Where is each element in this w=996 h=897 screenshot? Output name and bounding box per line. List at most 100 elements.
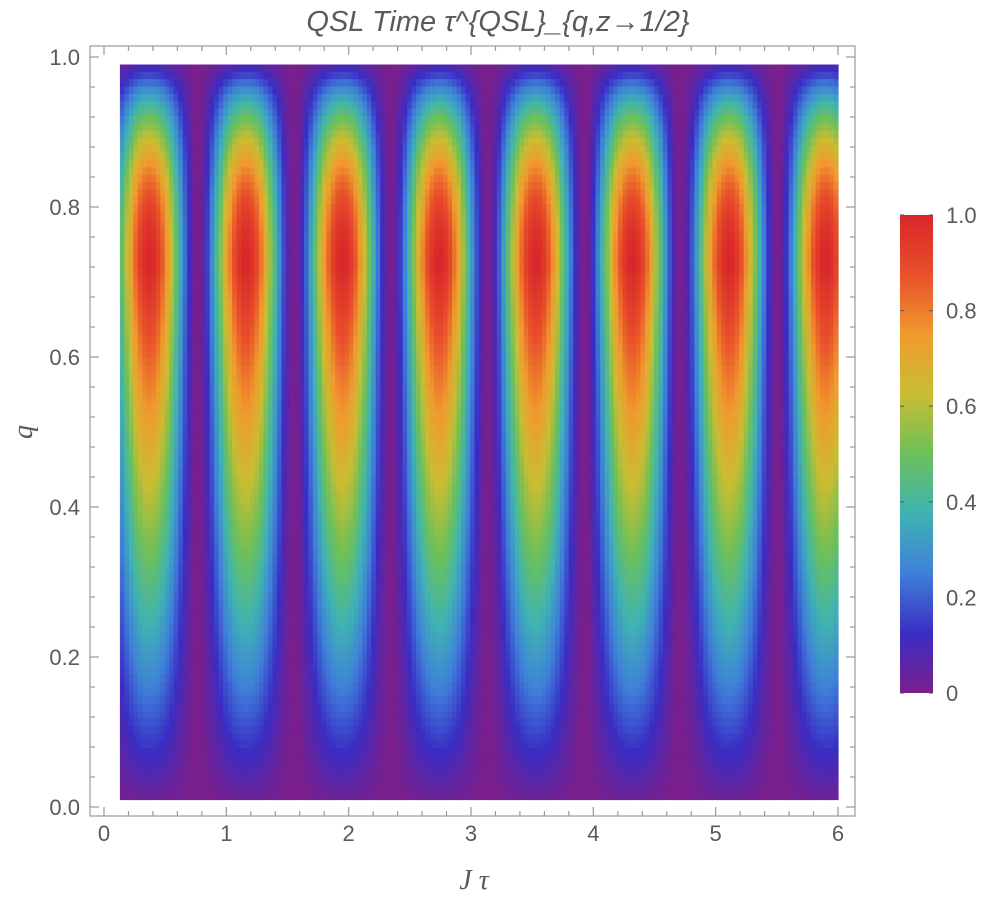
heatmap-cell xyxy=(743,130,749,139)
heatmap-cell xyxy=(281,233,287,242)
heatmap-cell xyxy=(402,86,408,95)
heatmap-cell xyxy=(232,285,238,293)
heatmap-cell xyxy=(205,123,211,132)
heatmap-cell xyxy=(330,196,336,205)
heatmap-cell xyxy=(667,101,673,110)
heatmap-cell xyxy=(290,255,296,264)
heatmap-cell xyxy=(429,167,435,176)
heatmap-cell xyxy=(357,189,363,198)
heatmap-cell xyxy=(613,270,619,279)
heatmap-cell xyxy=(241,123,247,132)
heatmap-cell xyxy=(577,93,583,102)
heatmap-cell xyxy=(155,115,161,124)
heatmap-cell xyxy=(676,248,682,257)
heatmap-cell xyxy=(833,285,839,293)
heatmap-cell xyxy=(510,108,516,117)
heatmap-cell xyxy=(730,71,736,80)
heatmap-cell xyxy=(254,233,260,242)
heatmap-cell xyxy=(591,64,597,73)
heatmap-cell xyxy=(483,218,489,227)
heatmap-cell xyxy=(815,93,821,102)
heatmap-cell xyxy=(775,233,781,242)
heatmap-cell xyxy=(604,167,610,176)
heatmap-cell xyxy=(811,86,817,95)
heatmap-cell xyxy=(541,277,547,286)
heatmap-cell xyxy=(541,233,547,242)
heatmap-cell xyxy=(362,248,368,257)
heatmap-cell xyxy=(582,160,588,168)
heatmap-cell xyxy=(443,204,449,213)
heatmap-cell xyxy=(815,108,821,117)
heatmap-cell xyxy=(492,86,498,95)
heatmap-cell xyxy=(721,285,727,293)
heatmap-cell xyxy=(523,182,529,191)
heatmap-cell xyxy=(133,86,139,95)
heatmap-cell xyxy=(187,233,193,242)
heatmap-cell xyxy=(303,218,310,227)
heatmap-cell xyxy=(613,233,619,242)
heatmap-cell xyxy=(627,285,633,293)
heatmap-cell xyxy=(348,233,354,242)
heatmap-cell xyxy=(703,174,709,183)
heatmap-cell xyxy=(712,101,718,110)
heatmap-cell xyxy=(362,240,368,249)
heatmap-cell xyxy=(712,152,718,161)
heatmap-cell xyxy=(829,160,835,168)
heatmap-cell xyxy=(676,277,682,286)
heatmap-cell xyxy=(680,204,687,213)
heatmap-cell xyxy=(393,130,399,139)
heatmap-cell xyxy=(133,138,139,146)
heatmap-cell xyxy=(748,240,754,249)
heatmap-cell xyxy=(622,248,628,257)
heatmap-cell xyxy=(335,218,341,227)
heatmap-cell xyxy=(492,211,498,220)
heatmap-cell xyxy=(528,270,534,279)
heatmap-cell xyxy=(173,71,179,80)
heatmap-cell xyxy=(784,108,790,117)
heatmap-cell xyxy=(285,277,292,286)
heatmap-cell xyxy=(398,108,404,117)
heatmap-cell xyxy=(743,189,749,198)
heatmap-cell xyxy=(586,204,592,213)
heatmap-cell xyxy=(169,233,175,242)
heatmap-cell xyxy=(761,211,767,220)
heatmap-cell xyxy=(568,285,574,293)
heatmap-cell xyxy=(250,93,256,102)
heatmap-cell xyxy=(478,108,485,117)
heatmap-cell xyxy=(752,86,758,95)
heatmap-cell xyxy=(434,108,440,117)
heatmap-cell xyxy=(411,115,417,124)
heatmap-cell xyxy=(151,189,157,198)
heatmap-cell xyxy=(425,196,431,205)
heatmap-cell xyxy=(501,160,507,168)
heatmap-cell xyxy=(133,240,139,249)
heatmap-cell xyxy=(537,189,543,198)
heatmap-cell xyxy=(339,108,345,117)
heatmap-cell xyxy=(568,86,574,95)
heatmap-cell xyxy=(380,226,386,235)
heatmap-cell xyxy=(604,101,610,110)
heatmap-cell xyxy=(308,204,314,213)
heatmap-cell xyxy=(667,108,673,117)
heatmap-cell xyxy=(452,167,458,176)
heatmap-cell xyxy=(797,285,803,293)
heatmap-cell xyxy=(335,160,341,168)
heatmap-cell xyxy=(775,285,781,293)
heatmap-cell xyxy=(196,233,202,242)
heatmap-cell xyxy=(622,226,628,235)
heatmap-cell xyxy=(312,145,318,154)
heatmap-cell xyxy=(761,196,767,205)
heatmap-cell xyxy=(824,189,830,198)
heatmap-cell xyxy=(128,123,134,132)
heatmap-cell xyxy=(447,218,453,227)
heatmap-cell xyxy=(645,277,651,286)
heatmap-cell xyxy=(550,182,556,191)
heatmap-cell xyxy=(420,226,426,235)
heatmap-cell xyxy=(268,189,274,198)
heatmap-cell xyxy=(559,262,565,271)
heatmap-cell xyxy=(645,182,651,191)
heatmap-cell xyxy=(631,196,637,205)
heatmap-cell xyxy=(662,240,669,249)
heatmap-cell xyxy=(160,182,166,191)
heatmap-cell xyxy=(568,71,574,80)
